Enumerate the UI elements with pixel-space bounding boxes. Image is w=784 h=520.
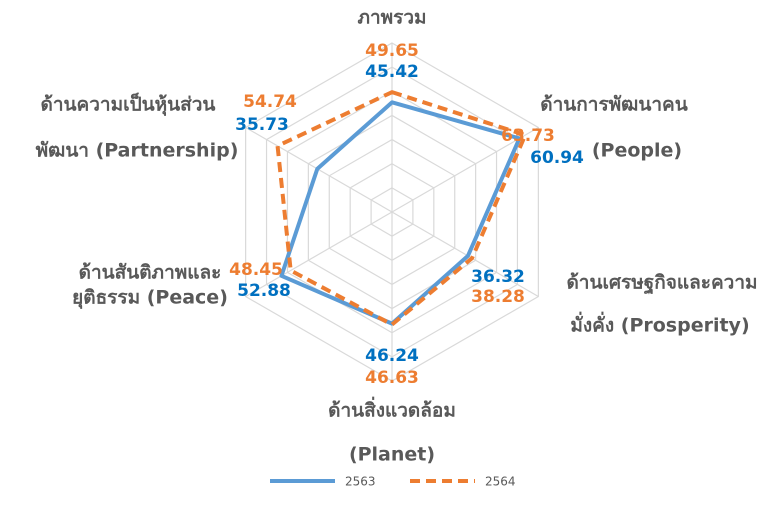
- value-label: 52.88: [237, 281, 291, 301]
- category-label: ด้านสันติภาพและ: [79, 262, 222, 284]
- value-label: 48.45: [229, 260, 283, 280]
- value-label: 46.63: [365, 368, 419, 388]
- value-label: 49.65: [365, 41, 419, 61]
- category-label: ด้านสิ่งแวดล้อม: [328, 397, 456, 422]
- axis-spoke: [391, 126, 539, 213]
- value-label: 54.74: [243, 92, 297, 112]
- legend-label: 2564: [485, 475, 516, 489]
- axis-spoke: [391, 211, 539, 298]
- category-label: (Planet): [349, 444, 435, 466]
- category-label: มั่งคั่ง (Prosperity): [570, 312, 749, 337]
- category-label: ยุติธรรม (Peace): [72, 287, 228, 310]
- category-label: (People): [592, 140, 682, 162]
- category-label: ด้านความเป็นหุ้นส่วน: [41, 92, 216, 117]
- category-label: ด้านการพัฒนาคน: [540, 94, 687, 116]
- value-label: 46.24: [365, 346, 419, 366]
- value-label: 38.28: [471, 287, 525, 307]
- category-label: ภาพรวม: [357, 7, 426, 29]
- category-label: พัฒนา (Partnership): [36, 140, 239, 162]
- legend-label: 2563: [345, 475, 376, 489]
- value-label: 36.32: [471, 267, 525, 287]
- value-label: 63.73: [501, 126, 555, 146]
- value-label: 35.73: [235, 115, 289, 135]
- category-label: ด้านเศรษฐกิจและความ: [566, 272, 757, 296]
- value-label: 45.42: [365, 62, 419, 82]
- axis-spoke: [245, 211, 393, 298]
- value-label: 60.94: [530, 148, 584, 168]
